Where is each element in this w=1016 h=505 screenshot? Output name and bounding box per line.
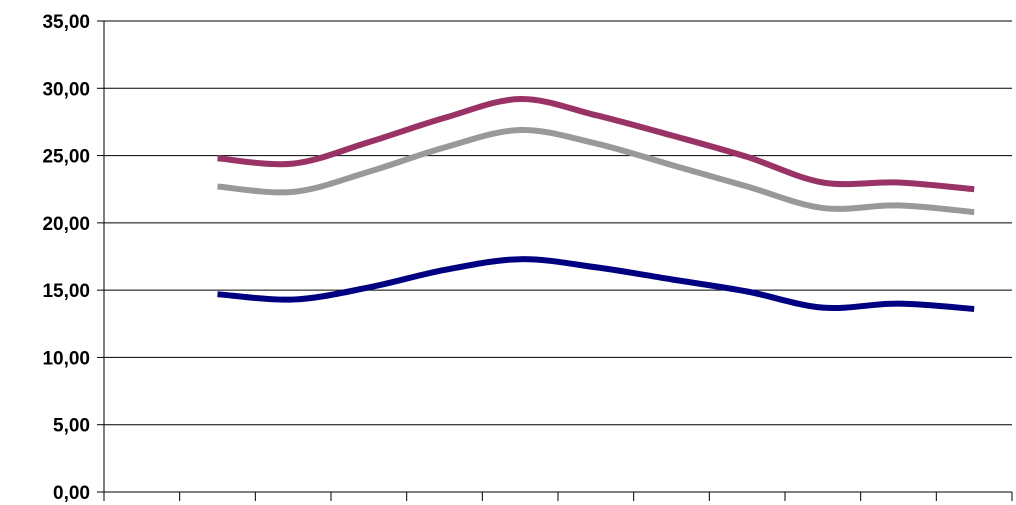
series-layer: [217, 96, 975, 312]
series-line-2: [217, 256, 975, 312]
y-tick-label-3: 15,00: [42, 281, 90, 302]
axes: [97, 20, 1013, 501]
y-tick-label-4: 20,00: [42, 214, 90, 235]
y-tick-label-5: 25,00: [42, 147, 90, 168]
series-line-1: [217, 126, 975, 216]
gridlines: [104, 20, 1012, 426]
y-tick-label-6: 30,00: [42, 79, 90, 100]
y-tick-label-0: 0,00: [53, 483, 90, 504]
series-line-0: [217, 96, 975, 193]
y-tick-label-1: 5,00: [53, 416, 90, 437]
y-axis-tick-labels: 0,00 5,00 10,00 15,00 20,00 25,00 30,00 35,00: [42, 12, 90, 504]
y-tick-label-2: 10,00: [42, 348, 90, 369]
y-tick-label-7: 35,00: [42, 12, 90, 33]
